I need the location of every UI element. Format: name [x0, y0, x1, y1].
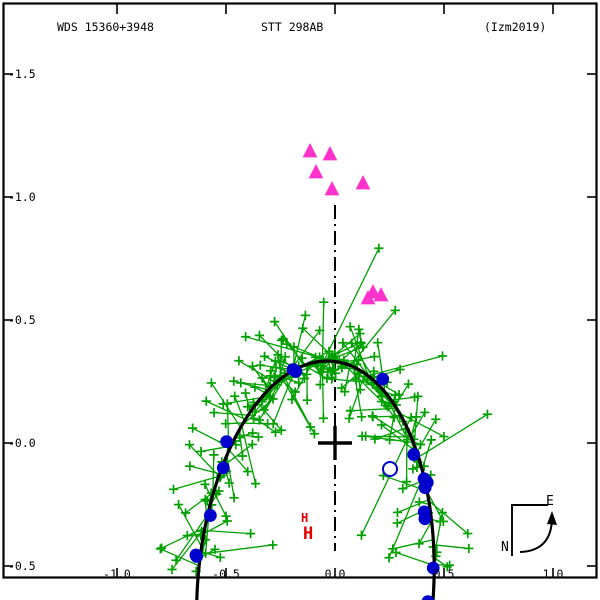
axis-ticks [3, 4, 597, 578]
x-tick-label-4: 1.0 [542, 567, 564, 581]
compass-east-label: E [546, 494, 554, 509]
discoverer-code-label: STT 298AB [261, 20, 324, 34]
x-tick-label-0: -1.0 [103, 567, 131, 581]
orbit-ellipse-curve [195, 359, 436, 600]
primary-star-cross [318, 426, 352, 460]
y-tick-label-3: -0.0 [8, 436, 36, 450]
x-tick-label-2: 0.0 [324, 567, 346, 581]
y-tick-label-1: -1.0 [8, 190, 36, 204]
rejected-observation-marker [382, 461, 398, 477]
y-tick-label-0: -1.5 [8, 67, 36, 81]
hipparcos-observation-layer [302, 143, 389, 305]
y-tick-label-2: -0.5 [8, 313, 36, 327]
compass-rose [511, 504, 557, 556]
wds-designation-label: WDS 15360+3948 [57, 20, 154, 34]
x-tick-label-1: -0.5 [212, 567, 240, 581]
periastron-marker-large: H [303, 524, 314, 544]
x-tick-label-3: 0.5 [433, 567, 455, 581]
plot-frame [2, 2, 598, 579]
compass-north-label: N [501, 540, 509, 555]
periastron-marker-small: H [301, 511, 309, 525]
orbit-reference-label: (Izm2019) [484, 20, 547, 34]
speckle-observation-layer [189, 363, 440, 600]
y-tick-label-4: -0.5 [8, 559, 36, 573]
